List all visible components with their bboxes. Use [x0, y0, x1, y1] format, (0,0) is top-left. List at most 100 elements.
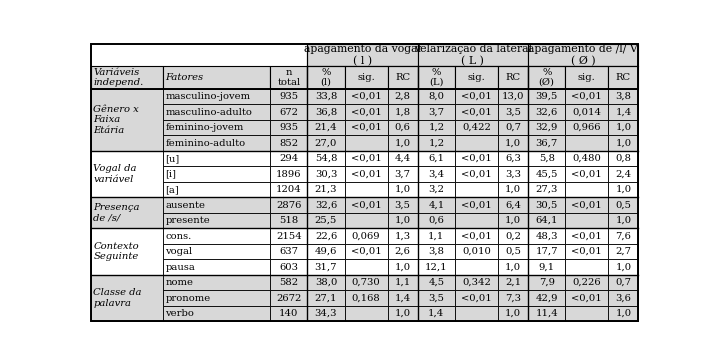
Bar: [345, 290, 387, 306]
Bar: [387, 120, 418, 135]
Bar: [528, 89, 565, 104]
Bar: [418, 44, 528, 66]
Text: <0,01: <0,01: [351, 154, 382, 163]
Bar: [528, 66, 565, 89]
Bar: [271, 213, 308, 228]
Bar: [418, 213, 455, 228]
Bar: [455, 151, 498, 167]
Bar: [308, 104, 345, 120]
Bar: [163, 89, 271, 104]
Bar: [271, 275, 308, 290]
Text: 5,8: 5,8: [539, 154, 555, 163]
Bar: [387, 197, 418, 213]
Bar: [163, 260, 271, 275]
Text: <0,01: <0,01: [461, 92, 492, 101]
Text: <0,01: <0,01: [572, 247, 602, 256]
Bar: [608, 89, 639, 104]
Bar: [163, 244, 271, 260]
Bar: [91, 228, 163, 275]
Text: 3,6: 3,6: [615, 294, 632, 303]
Bar: [528, 44, 639, 66]
Text: <0,01: <0,01: [461, 232, 492, 241]
Text: <0,01: <0,01: [461, 201, 492, 210]
Bar: [387, 167, 418, 182]
Text: RC: RC: [616, 73, 631, 82]
Bar: [308, 151, 345, 167]
Bar: [387, 89, 418, 104]
Text: 1,1: 1,1: [394, 278, 411, 287]
Text: 0,8: 0,8: [615, 154, 632, 163]
Text: 1,2: 1,2: [429, 123, 444, 132]
Text: 2,7: 2,7: [615, 247, 632, 256]
Text: 935: 935: [279, 92, 298, 101]
Bar: [345, 228, 387, 244]
Text: [i]: [i]: [165, 170, 177, 178]
Bar: [565, 151, 608, 167]
Text: [u]: [u]: [165, 154, 179, 163]
Text: 0,7: 0,7: [615, 278, 632, 287]
Bar: [565, 306, 608, 321]
Text: 0,069: 0,069: [352, 232, 380, 241]
Bar: [345, 244, 387, 260]
Text: 0,168: 0,168: [352, 294, 380, 303]
Bar: [498, 89, 528, 104]
Bar: [418, 66, 455, 89]
Bar: [271, 120, 308, 135]
Text: 1,3: 1,3: [394, 232, 411, 241]
Bar: [271, 290, 308, 306]
Text: <0,01: <0,01: [572, 201, 602, 210]
Bar: [308, 167, 345, 182]
Text: %
(l): % (l): [320, 68, 332, 87]
Text: Vogal da
variável: Vogal da variável: [93, 164, 137, 184]
Text: 582: 582: [279, 278, 298, 287]
Text: 3,7: 3,7: [429, 108, 444, 117]
Text: 3,7: 3,7: [394, 170, 411, 178]
Bar: [455, 167, 498, 182]
Bar: [271, 306, 308, 321]
Text: feminino-jovem: feminino-jovem: [165, 123, 244, 132]
Text: 4,1: 4,1: [428, 201, 444, 210]
Bar: [271, 66, 308, 89]
Text: 21,4: 21,4: [315, 123, 337, 132]
Text: 2,4: 2,4: [615, 170, 632, 178]
Bar: [498, 197, 528, 213]
Text: 518: 518: [279, 216, 298, 225]
Text: 0,480: 0,480: [572, 154, 601, 163]
Text: 140: 140: [279, 309, 298, 318]
Text: 2672: 2672: [276, 294, 301, 303]
Text: vogal: vogal: [165, 247, 192, 256]
Bar: [345, 182, 387, 197]
Text: 1,4: 1,4: [615, 108, 632, 117]
Bar: [528, 197, 565, 213]
Text: 1,0: 1,0: [615, 263, 632, 272]
Text: 25,5: 25,5: [315, 216, 337, 225]
Text: 2,1: 2,1: [505, 278, 521, 287]
Bar: [455, 120, 498, 135]
Text: <0,01: <0,01: [351, 201, 382, 210]
Bar: [308, 290, 345, 306]
Bar: [91, 44, 308, 66]
Bar: [308, 306, 345, 321]
Text: 0,5: 0,5: [505, 247, 521, 256]
Bar: [308, 244, 345, 260]
Text: nome: nome: [165, 278, 193, 287]
Text: 1,0: 1,0: [505, 185, 521, 194]
Text: Contexto
Seguinte: Contexto Seguinte: [93, 242, 139, 261]
Text: 31,7: 31,7: [315, 263, 337, 272]
Bar: [498, 151, 528, 167]
Bar: [345, 151, 387, 167]
Bar: [163, 197, 271, 213]
Bar: [498, 244, 528, 260]
Bar: [455, 89, 498, 104]
Text: %
(L): % (L): [429, 68, 444, 87]
Bar: [387, 104, 418, 120]
Bar: [345, 120, 387, 135]
Bar: [387, 151, 418, 167]
Text: 32,6: 32,6: [535, 108, 557, 117]
Text: 42,9: 42,9: [535, 294, 558, 303]
Text: 1,0: 1,0: [394, 309, 411, 318]
Text: 39,5: 39,5: [535, 92, 558, 101]
Bar: [345, 89, 387, 104]
Bar: [528, 260, 565, 275]
Bar: [455, 182, 498, 197]
